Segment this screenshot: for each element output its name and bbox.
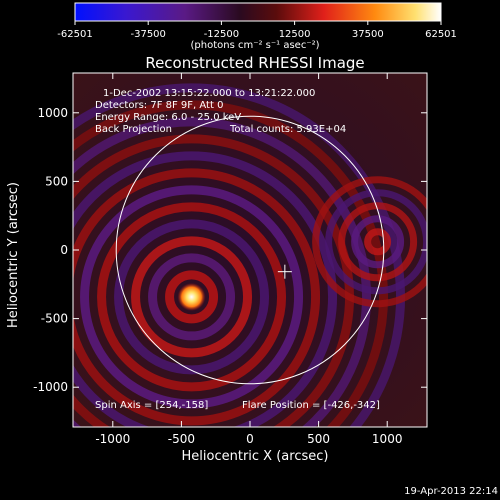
- sidelobe-ring: [97, 202, 287, 392]
- x-axis: -1000 -500 0 500 1000: [95, 73, 402, 446]
- plot-area: [73, 73, 427, 427]
- sidelobe-ring: [80, 185, 304, 409]
- colorbar-tick-label: -62501: [57, 29, 92, 40]
- annotation-method: Back Projection: [95, 124, 172, 135]
- solar-limb: [115, 115, 385, 385]
- colorbar-tick-label: 62501: [425, 29, 457, 40]
- colorbar-tick-label: 12500: [279, 29, 311, 40]
- colorbar-tick-label: -37500: [130, 29, 165, 40]
- sidelobe-ring: [73, 168, 321, 426]
- x-tick-label: -1000: [95, 432, 130, 446]
- secondary-ring: [338, 202, 418, 282]
- sidelobe-ring: [165, 270, 219, 324]
- secondary-ring: [312, 176, 427, 308]
- flare-source: [177, 282, 206, 311]
- y-tick-label: 1000: [37, 106, 68, 120]
- secondary-ring: [364, 228, 392, 256]
- sidelobe-ring: [131, 236, 253, 358]
- annotation-energy-range: Energy Range: 6.0 - 25.0 keV: [95, 112, 241, 123]
- sidelobe-ring: [73, 151, 338, 427]
- x-tick-label: -500: [168, 432, 195, 446]
- x-tick-label: 500: [307, 432, 330, 446]
- y-tick-label: 0: [60, 243, 68, 257]
- sidelobe-ring: [73, 117, 371, 427]
- x-tick-label: 1000: [372, 432, 403, 446]
- footer-timestamp: 19-Apr-2013 22:14: [404, 486, 498, 497]
- colorbar-tick-label: -12500: [204, 29, 239, 40]
- y-tick-label: 500: [45, 174, 68, 188]
- spin-axis-marker: [277, 264, 292, 279]
- x-tick-label: 0: [246, 432, 254, 446]
- x-axis-label: Heliocentric X (arcsec): [182, 449, 329, 464]
- secondary-ring: [351, 215, 405, 269]
- chart-title: Reconstructed RHESSI Image: [145, 54, 364, 72]
- annotation-total-counts: Total counts: 5.93E+04: [229, 124, 346, 135]
- sidelobe-ring: [148, 253, 236, 341]
- annotation-flare-position: Flare Position = [-426,-342]: [242, 400, 380, 411]
- annotation-time-range: 1-Dec-2002 13:15:22.000 to 13:21:22.000: [103, 88, 315, 99]
- sidelobe-rings: [73, 83, 427, 427]
- y-tick-label: -500: [41, 312, 68, 326]
- colorbar-tick-label: 37500: [352, 29, 384, 40]
- colorbar: [74, 2, 442, 22]
- colorbar-units: (photons cm⁻² s⁻¹ asec⁻²): [190, 40, 319, 51]
- colorbar-ticks: -62501 -37500 -12500 12500 37500 62501: [57, 21, 457, 40]
- y-axis: -1000 -500 0 500 1000: [33, 106, 427, 394]
- annotation-spin-axis: Spin Axis = [254,-158]: [95, 400, 208, 411]
- y-tick-label: -1000: [33, 380, 68, 394]
- annotation-detectors: Detectors: 7F 8F 9F, Att 0: [95, 100, 223, 111]
- sidelobe-ring: [73, 100, 388, 427]
- y-axis-label: Heliocentric Y (arcsec): [6, 182, 21, 328]
